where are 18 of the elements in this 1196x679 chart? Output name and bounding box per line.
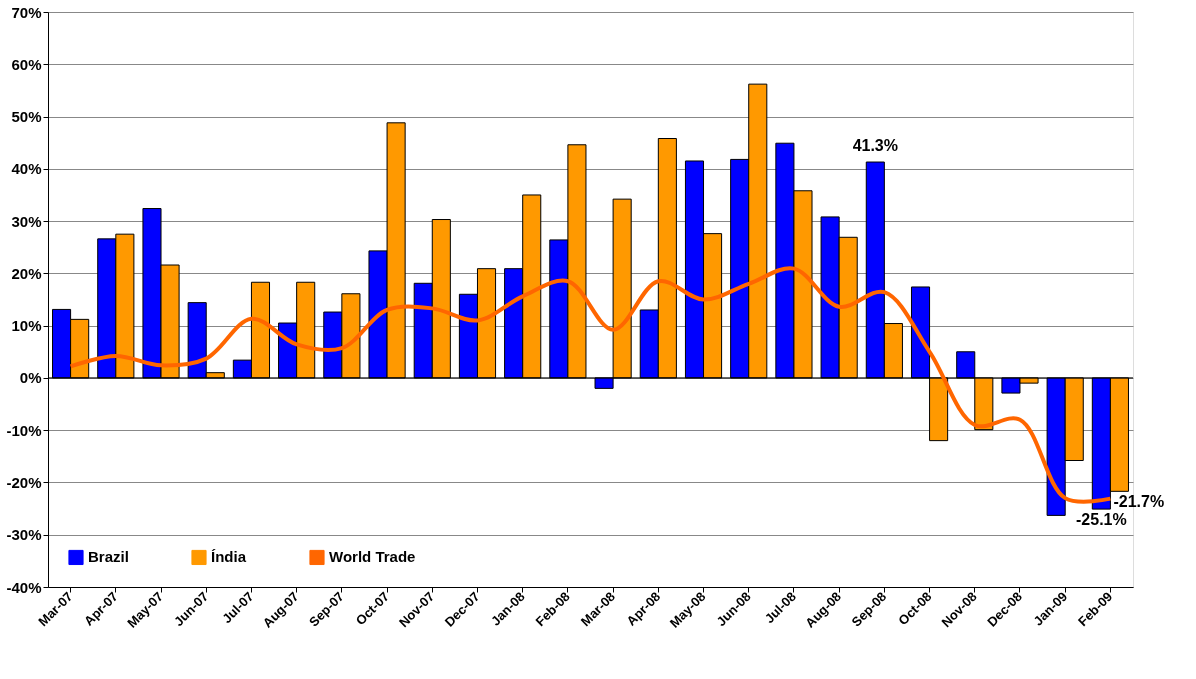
legend-label: Brazil: [88, 548, 129, 566]
y-tick-label: -20%: [6, 473, 42, 491]
legend-label: Índia: [211, 548, 247, 566]
y-tick-label: 30%: [11, 212, 42, 230]
y-tick-label: 70%: [11, 3, 42, 21]
y-tick-label: -40%: [6, 578, 42, 596]
data-label: -21.7%: [1113, 493, 1165, 511]
y-tick-label: 10%: [11, 317, 42, 335]
data-label: -25.1%: [1076, 511, 1127, 529]
y-tick-label: 60%: [11, 55, 42, 73]
y-tick-label: 40%: [11, 160, 42, 178]
y-tick-label: 0%: [19, 369, 42, 387]
y-tick-label: -10%: [6, 421, 42, 439]
legend-label: World Trade: [329, 548, 416, 566]
y-tick-label: -30%: [6, 526, 42, 544]
y-tick-label: 20%: [11, 264, 42, 282]
data-label: 41.3%: [852, 137, 898, 155]
y-tick-label: 50%: [11, 108, 42, 126]
